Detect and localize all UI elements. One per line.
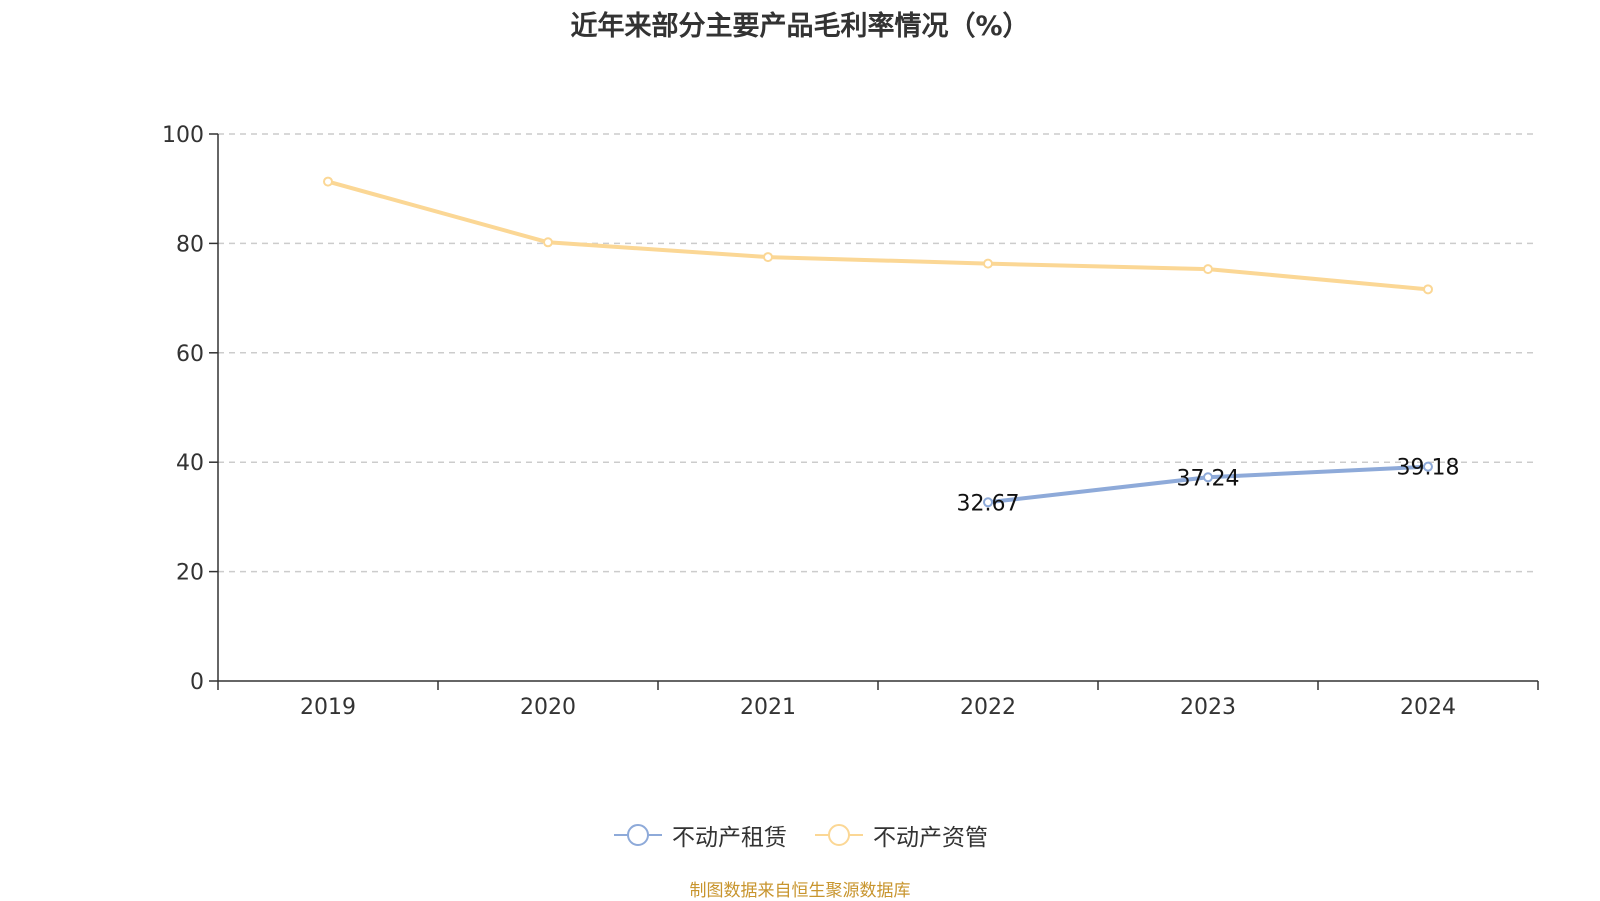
y-tick-label: 60 bbox=[176, 342, 204, 367]
x-tick-label: 2020 bbox=[520, 695, 576, 720]
y-tick-label: 0 bbox=[190, 670, 204, 695]
data-point bbox=[543, 237, 553, 248]
y-tick-label: 40 bbox=[176, 451, 204, 476]
line-chart: 0 20 40 60 80 100 2019 2020 2021 2022 2023 2024 32.… bbox=[162, 123, 1539, 720]
legend-rental-marker-icon bbox=[614, 824, 662, 846]
legend-item-asset-management[interactable]: 不动产资管 bbox=[813, 818, 988, 852]
data-point bbox=[763, 252, 773, 263]
y-tick-label: 100 bbox=[162, 123, 204, 148]
data-point bbox=[1423, 284, 1433, 295]
x-tick-label: 2024 bbox=[1400, 695, 1456, 720]
data-point bbox=[983, 258, 993, 269]
x-tick-label: 2019 bbox=[300, 695, 356, 720]
legend-asset-management-marker-icon bbox=[815, 824, 863, 846]
x-tick-label: 2022 bbox=[960, 695, 1016, 720]
x-tick-label: 2021 bbox=[740, 695, 796, 720]
series-group bbox=[323, 176, 1433, 508]
data-point bbox=[323, 176, 333, 187]
data-label: 32.67 bbox=[957, 491, 1020, 516]
data-point bbox=[1203, 472, 1213, 483]
y-tick-label: 80 bbox=[176, 232, 204, 257]
x-tick-label: 2023 bbox=[1180, 695, 1236, 720]
chart-title: 近年来部分主要产品毛利率情况（%） bbox=[570, 11, 1030, 42]
data-labels: 32.67 37.24 39.18 bbox=[957, 456, 1460, 517]
axes: 0 20 40 60 80 100 2019 2020 2021 2022 2023 2024 bbox=[162, 123, 1539, 720]
data-source-note: 制图数据来自恒生聚源数据库 bbox=[689, 881, 911, 901]
data-label: 39.18 bbox=[1397, 456, 1460, 481]
data-label: 37.24 bbox=[1177, 466, 1240, 491]
legend-label-rental: 不动产租赁 bbox=[672, 825, 787, 851]
legend-item-rental[interactable]: 不动产租赁 bbox=[612, 818, 787, 852]
gridlines bbox=[218, 133, 1538, 573]
data-point bbox=[1203, 264, 1213, 275]
data-point bbox=[1423, 461, 1433, 472]
legend-label-asset-management: 不动产资管 bbox=[873, 825, 988, 851]
legend: 不动产租赁 不动产资管 bbox=[0, 818, 1600, 852]
data-point bbox=[983, 497, 993, 508]
series-line-1 bbox=[326, 179, 1430, 292]
y-tick-label: 20 bbox=[176, 561, 204, 586]
